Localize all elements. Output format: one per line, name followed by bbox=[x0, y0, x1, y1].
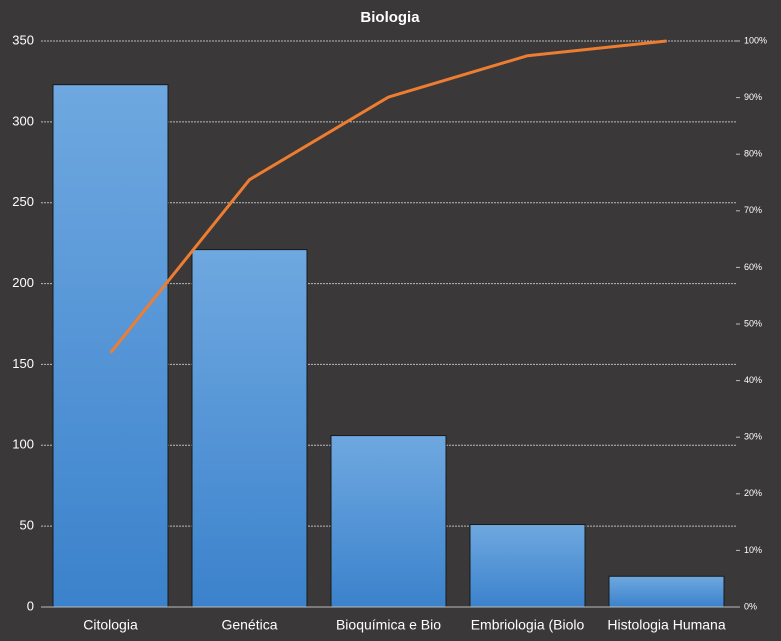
bar bbox=[608, 575, 725, 608]
bar bbox=[469, 524, 586, 608]
y-tick-label: 100 bbox=[12, 437, 34, 452]
y2-tick-label: 90% bbox=[744, 92, 762, 102]
y-tick-label: 250 bbox=[12, 194, 34, 209]
y-tick-label: 200 bbox=[12, 275, 34, 290]
y2-tick-label: 60% bbox=[744, 262, 762, 272]
y2-tick-label: 50% bbox=[744, 318, 762, 328]
y2-tick-label: 40% bbox=[744, 375, 762, 385]
y2-tick-label: 10% bbox=[744, 545, 762, 555]
x-tick-label: Histologia Humana bbox=[607, 617, 725, 633]
y-tick-label: 50 bbox=[20, 518, 34, 533]
bar bbox=[330, 435, 447, 608]
x-tick-label: Bioquímica e Bio bbox=[336, 617, 441, 633]
x-tick-label: Citologia bbox=[83, 617, 138, 633]
y-tick-label: 300 bbox=[12, 113, 34, 128]
y-tick-label: 0 bbox=[27, 598, 34, 613]
y2-tick-label: 30% bbox=[744, 432, 762, 442]
y-tick-label: 150 bbox=[12, 356, 34, 371]
y2-tick-label: 20% bbox=[744, 488, 762, 498]
x-tick-label: Embriologia (Biolo bbox=[471, 617, 585, 633]
y2-tick-label: 100% bbox=[744, 35, 767, 45]
bar bbox=[191, 249, 308, 608]
y2-tick-label: 0% bbox=[744, 601, 757, 611]
y2-tick-label: 70% bbox=[744, 205, 762, 215]
cumulative-line bbox=[109, 39, 667, 354]
y-tick-label: 350 bbox=[12, 32, 34, 47]
y2-tick-label: 80% bbox=[744, 149, 762, 159]
chart-title: Biologia bbox=[360, 9, 420, 26]
bar bbox=[52, 84, 169, 608]
x-tick-label: Genética bbox=[221, 617, 277, 633]
